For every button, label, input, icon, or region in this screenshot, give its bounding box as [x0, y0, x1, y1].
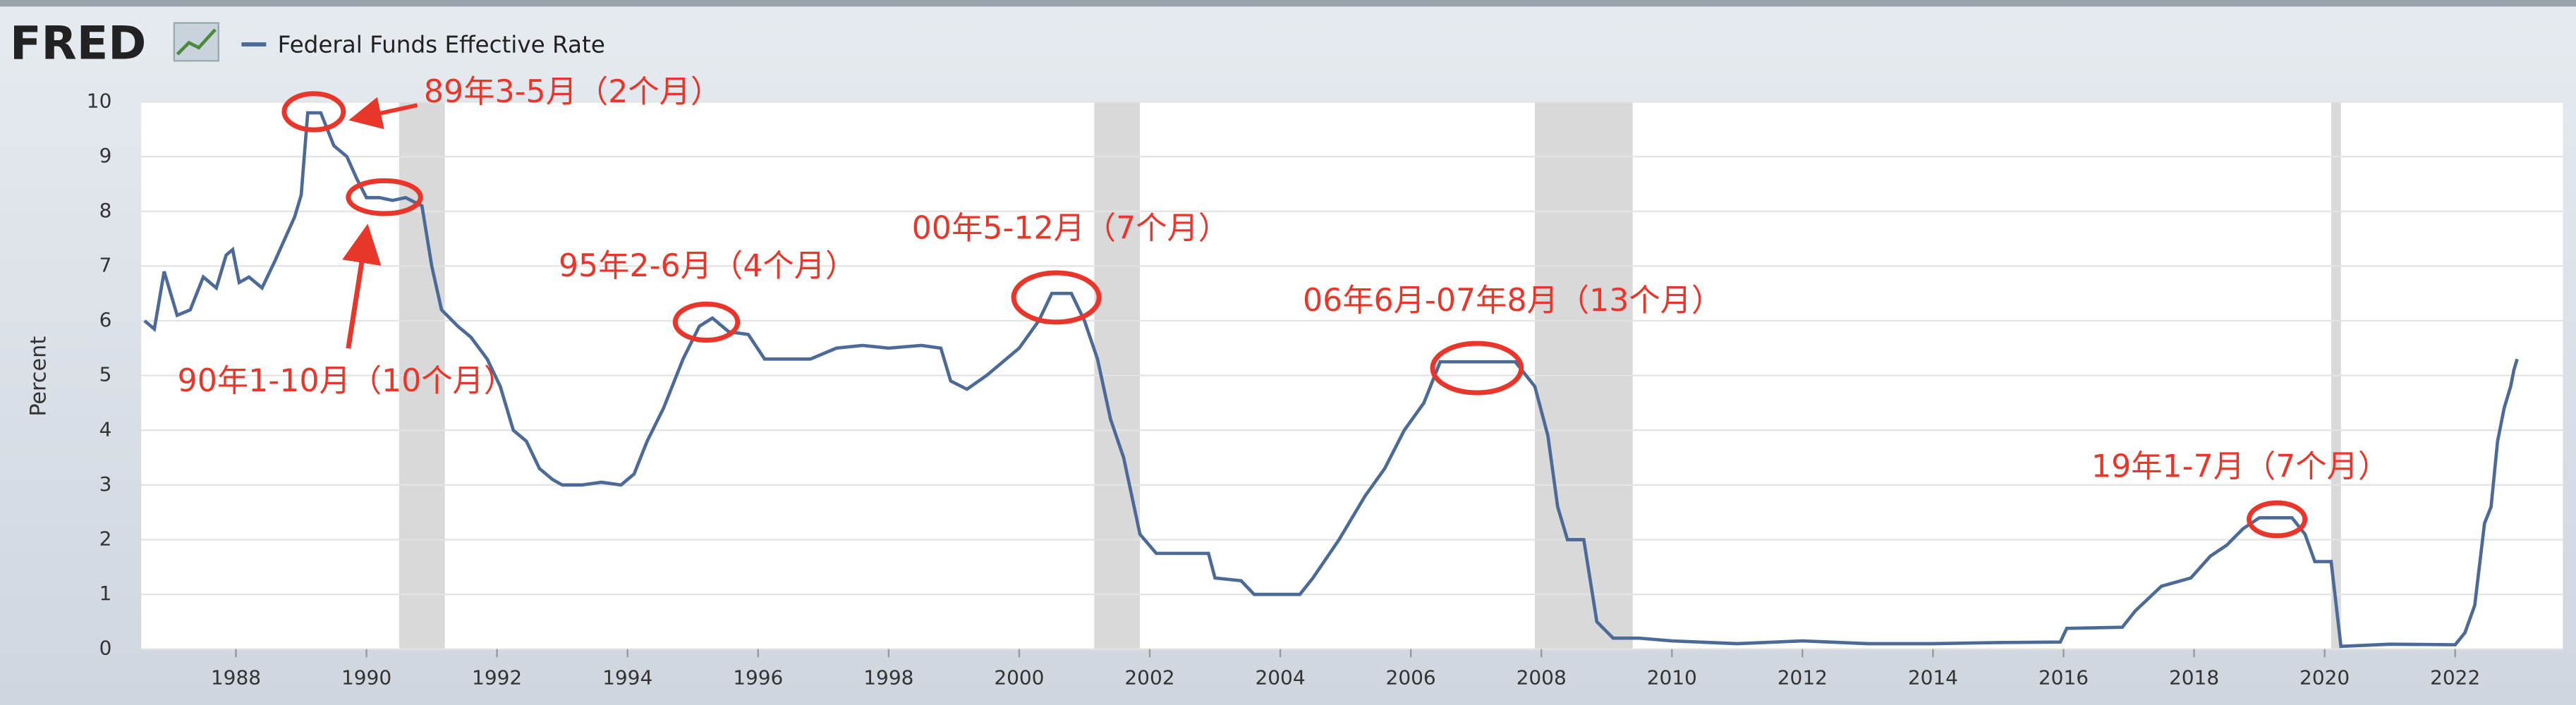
x-tick-label: 2000	[994, 666, 1044, 689]
highlight-circle	[1011, 270, 1102, 325]
x-tick-label: 1990	[341, 666, 391, 689]
x-tick-label: 1988	[211, 666, 261, 689]
legend-label: Federal Funds Effective Rate	[278, 31, 605, 58]
x-tick-label: 1994	[602, 666, 652, 689]
annotation: 90年1-10月（10个月）	[178, 363, 516, 399]
x-tick-label: 2008	[1517, 666, 1567, 689]
x-tick-label: 1996	[733, 666, 783, 689]
top-bar	[0, 0, 2576, 7]
x-tick-label: 2004	[1255, 666, 1305, 689]
x-tick-label: 2006	[1386, 666, 1436, 689]
x-tick-label: 1992	[472, 666, 522, 689]
highlight-circle	[1430, 341, 1524, 396]
x-tick-label: 2020	[2299, 666, 2350, 689]
logo-icon	[173, 22, 219, 62]
annotation: 00年5-12月（7个月）	[912, 210, 1229, 246]
x-tick-label: 2014	[1908, 666, 1958, 689]
y-tick-label: 10	[87, 90, 112, 113]
y-tick-label: 1	[99, 582, 112, 605]
annotation-arrow	[342, 223, 382, 349]
x-tick-label: 2012	[1778, 666, 1828, 689]
x-tick-label: 2018	[2169, 666, 2219, 689]
annotation: 06年6月-07年8月（13个月）	[1303, 283, 1723, 319]
y-tick-label: 0	[99, 637, 112, 660]
x-tick-label: 2002	[1124, 666, 1174, 689]
logo: FRED	[10, 16, 146, 70]
highlight-circle	[346, 178, 423, 216]
highlight-circle	[672, 301, 741, 343]
highlight-circle	[2247, 500, 2308, 539]
x-tick-label: 2022	[2430, 666, 2480, 689]
y-tick-label: 5	[99, 363, 112, 386]
annotation: 95年2-6月（4个月）	[559, 248, 856, 284]
highlight-circle	[281, 91, 346, 133]
y-tick-label: 2	[99, 527, 112, 550]
y-tick-label: 6	[99, 308, 112, 331]
y-tick-label: 3	[99, 472, 112, 496]
annotation: 19年1-7月（7个月）	[2091, 448, 2389, 484]
y-tick-label: 7	[99, 253, 112, 276]
line-series	[143, 111, 2519, 649]
annotation-arrow	[348, 97, 418, 130]
y-tick-label: 4	[99, 417, 112, 441]
y-tick-label: 9	[99, 144, 112, 167]
x-tick-label: 2016	[2039, 666, 2089, 689]
annotation: 89年3-5月（2个月）	[424, 74, 722, 110]
y-tick-label: 8	[99, 199, 112, 222]
x-tick-label: 2010	[1647, 666, 1697, 689]
y-axis-label: Percent	[26, 336, 51, 417]
x-tick-label: 1998	[863, 666, 913, 689]
